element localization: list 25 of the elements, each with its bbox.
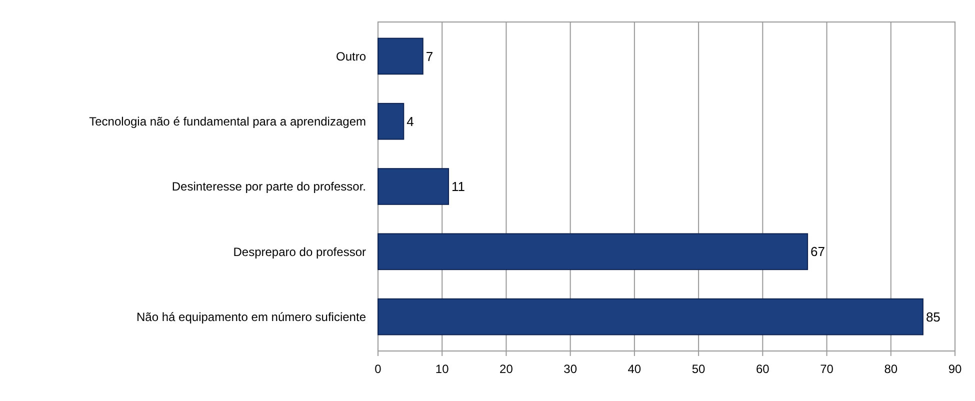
bar <box>378 298 924 336</box>
bar <box>378 38 424 75</box>
y-tick-label: Desinteresse por parte do professor. <box>172 180 366 194</box>
bar <box>378 168 450 205</box>
y-tick-label: Tecnologia não é fundamental para a aprendizagem <box>89 114 366 129</box>
data-label: 67 <box>810 244 826 260</box>
bar <box>378 102 404 140</box>
y-tick-label: Outro <box>336 49 366 64</box>
x-tick-label: 40 <box>628 362 642 376</box>
x-tick-label: 30 <box>564 362 578 376</box>
x-tick-label: 80 <box>884 362 898 376</box>
x-tick-label: 60 <box>756 362 770 376</box>
x-tick-label: 20 <box>500 362 514 376</box>
x-tick-label: 70 <box>820 362 834 376</box>
x-tick-label: 90 <box>948 362 962 376</box>
data-label: 11 <box>452 179 466 194</box>
y-tick-label: Não há equipamento em número suficiente <box>136 310 366 324</box>
bar <box>378 233 808 270</box>
x-tick-label: 50 <box>692 362 706 376</box>
data-label: 4 <box>406 114 414 129</box>
y-tick-label: Despreparo do professor <box>233 244 366 259</box>
data-label: 7 <box>426 48 434 64</box>
x-tick-label: 0 <box>374 362 382 376</box>
x-tick-label: 10 <box>435 362 450 376</box>
data-label: 85 <box>926 309 940 324</box>
